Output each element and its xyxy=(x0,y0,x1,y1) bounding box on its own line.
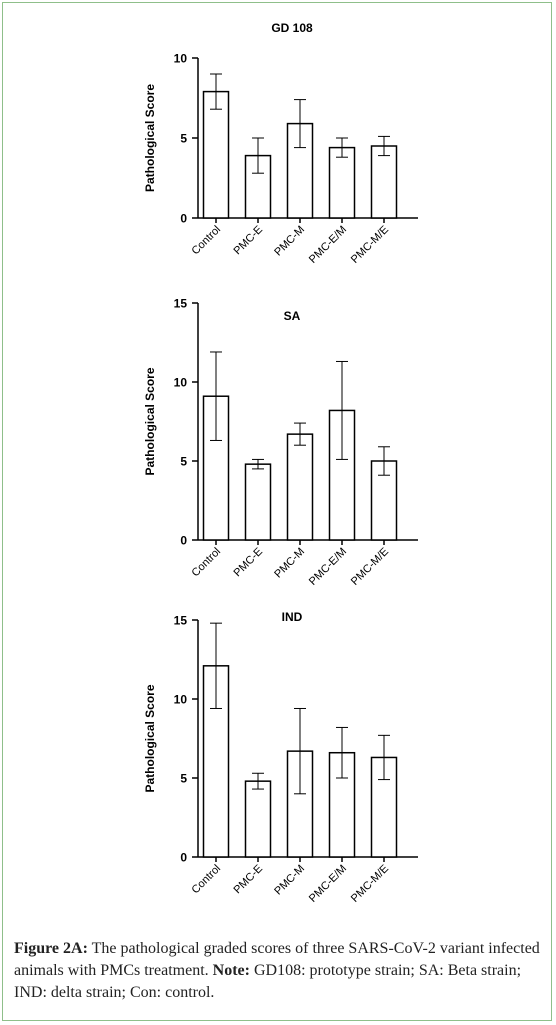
x-tick-label: Control xyxy=(190,863,224,897)
chart-gd108: GD 108 Pathological Score 0 5 10 Control PMC-E… xyxy=(0,0,556,290)
chart-ind: IND Pathological Score 0 5 10 15 Control PMC-E P… xyxy=(0,605,556,925)
caption-text: The pathological graded scores of three … xyxy=(14,940,540,979)
x-tick-label: PMC-M xyxy=(272,224,307,259)
x-tick-label: PMC-E xyxy=(232,224,266,258)
caption-note-text: GD108: prototype strain; SA: Beta strain… xyxy=(14,962,522,1001)
caption-label: Figure 2A: xyxy=(14,940,88,957)
x-tick-label: PMC-M xyxy=(272,863,307,898)
chart-title: GD 108 xyxy=(271,21,313,35)
y-axis-label: Pathological Score xyxy=(143,367,157,475)
bar-pmc-m xyxy=(286,433,314,541)
x-tick-label: PMC-E xyxy=(232,546,266,580)
x-tick-label: PMC-M/E xyxy=(349,863,391,905)
caption-note-label: Note: xyxy=(212,962,250,979)
y-tick-label: 0 xyxy=(180,212,187,226)
chart-title: SA xyxy=(284,309,301,323)
y-tick-label: 15 xyxy=(174,614,188,628)
x-tick-label: PMC-M/E xyxy=(349,224,391,266)
x-tick-label: PMC-M/E xyxy=(349,546,391,588)
bar-pmc-m-e xyxy=(370,145,398,219)
y-tick-label: 15 xyxy=(174,297,188,311)
y-tick-label: 5 xyxy=(180,772,187,786)
x-tick-label: PMC-E/M xyxy=(307,224,349,266)
x-tick-label: Control xyxy=(190,224,224,258)
bar-control xyxy=(202,90,230,219)
y-tick-label: 0 xyxy=(180,851,187,865)
y-tick-label: 10 xyxy=(174,376,188,390)
y-axis-label: Pathological Score xyxy=(143,84,157,192)
chart-sa: SA Pathological Score 0 5 10 15 Control PMC-E PM… xyxy=(0,290,556,610)
bar-pmc-e xyxy=(244,463,272,541)
bar-pmc-e-m xyxy=(328,146,356,219)
y-tick-label: 0 xyxy=(180,534,187,548)
x-tick-label: Control xyxy=(190,546,224,580)
figure-caption: Figure 2A: The pathological graded score… xyxy=(14,938,544,1004)
bar-pmc-e xyxy=(244,780,272,858)
y-axis-label: Pathological Score xyxy=(143,684,157,792)
y-tick-label: 5 xyxy=(180,132,187,146)
y-tick-label: 10 xyxy=(174,693,188,707)
x-tick-label: PMC-E xyxy=(232,863,266,897)
x-tick-label: PMC-M xyxy=(272,546,307,581)
y-tick-label: 10 xyxy=(174,52,188,66)
y-tick-label: 5 xyxy=(180,455,187,469)
x-tick-label: PMC-E/M xyxy=(307,863,349,905)
x-tick-label: PMC-E/M xyxy=(307,546,349,588)
chart-title: IND xyxy=(282,610,303,624)
